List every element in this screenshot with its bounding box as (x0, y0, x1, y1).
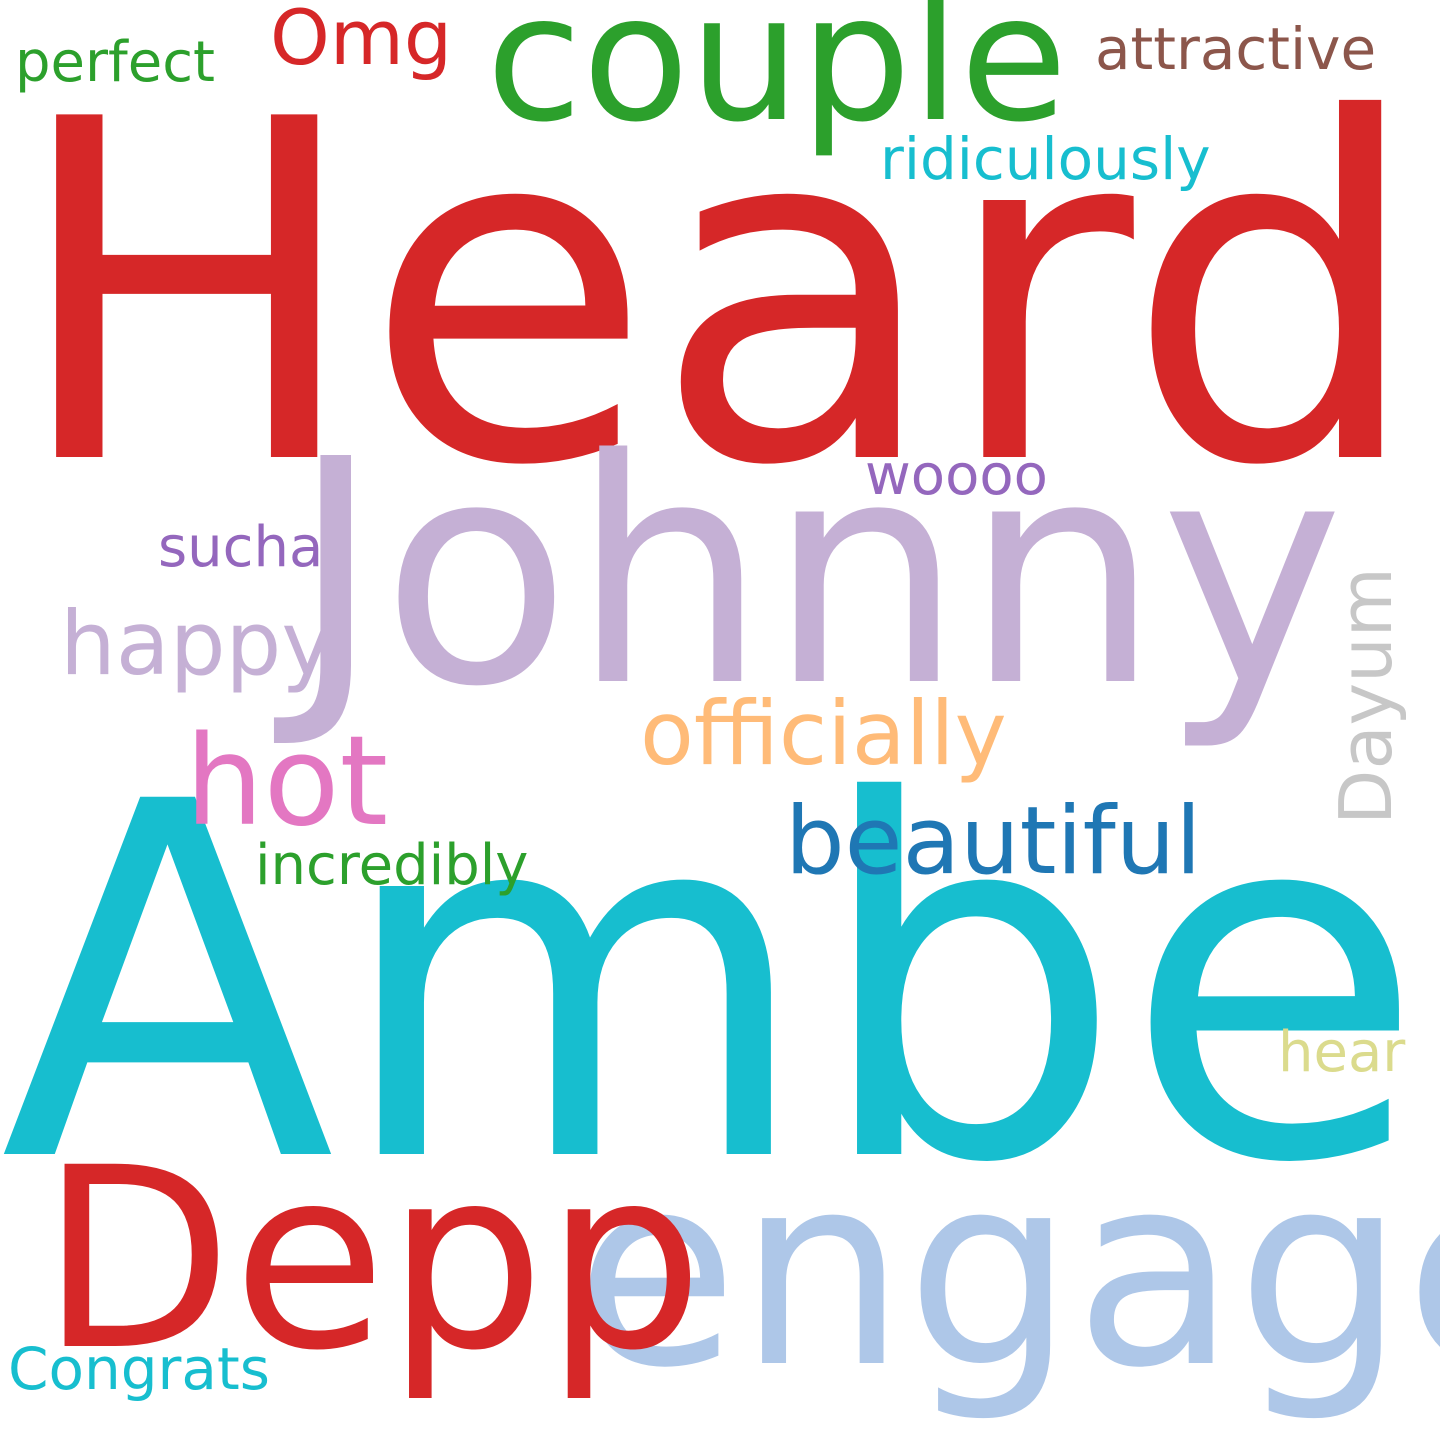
word-attractive: attractive (1095, 15, 1377, 83)
word-beautiful: beautiful (785, 787, 1202, 896)
word-couple: couple (486, 0, 1068, 161)
word-dayum: Dayum (1324, 567, 1408, 825)
word-happy: happy (60, 592, 334, 695)
word-sucha: sucha (158, 515, 324, 580)
word-engaged: engaged (575, 1118, 1440, 1426)
word-depp: Depp (40, 1114, 704, 1405)
word-congrats: Congrats (8, 1335, 270, 1403)
word-hot: hot (185, 710, 389, 854)
word-incredibly: incredibly (255, 833, 529, 898)
word-amber: Amber (0, 699, 1440, 1270)
word-officially: officially (640, 682, 1007, 785)
word-ridiculously: ridiculously (880, 125, 1211, 193)
word-perfect: perfect (15, 30, 215, 95)
word-johnny: Johnny (290, 394, 1344, 755)
word-woooo: woooo (865, 443, 1048, 508)
word-omg: Omg (270, 0, 453, 82)
word-heard: Heard (10, 21, 1424, 568)
word-hear: hear (1278, 1020, 1406, 1085)
